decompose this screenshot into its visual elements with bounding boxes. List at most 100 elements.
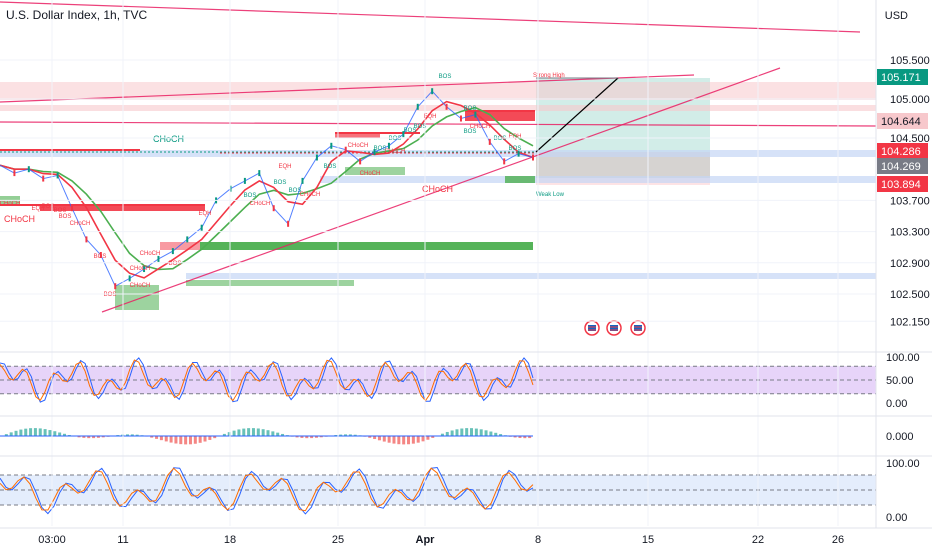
oscillator-k-line [0, 357, 534, 403]
structure-label: CHoCH [470, 124, 491, 130]
time-tick-label: Apr [416, 534, 436, 546]
price-tick-label: 102.150 [890, 316, 930, 328]
histogram-bar [348, 434, 352, 437]
histogram-bar [387, 436, 391, 443]
histogram-bar [310, 436, 314, 439]
histogram-bar [276, 432, 280, 437]
price-tick-label: 102.900 [890, 258, 930, 270]
oscillator-layer [0, 357, 876, 515]
histogram-bar [445, 431, 449, 437]
structure-label: BOS [42, 204, 55, 210]
histogram-bar [295, 436, 299, 438]
histogram-bar [455, 429, 459, 437]
structure-label: BOS [439, 74, 452, 80]
histogram-bar [14, 430, 18, 437]
moving-average-fast [0, 100, 534, 279]
histogram-bar [193, 436, 197, 444]
us-flag-icon [610, 325, 618, 331]
trendline [0, 74, 695, 103]
histogram-bar [9, 432, 13, 437]
supply-zone [160, 242, 200, 250]
structure-label: BOS [169, 261, 182, 267]
projection-line [535, 77, 619, 153]
histogram-bar [518, 436, 522, 438]
histogram-bar [377, 436, 381, 441]
oscillator-k-line [0, 466, 534, 515]
histogram-bar [465, 428, 469, 437]
time-tick-label: 11 [117, 534, 128, 546]
structure-label: CHoCH [300, 192, 321, 198]
structure-label: BOS [54, 208, 67, 214]
histogram-bar [164, 436, 168, 442]
currency-label[interactable]: USD [884, 10, 908, 22]
price-tick-label: 102.500 [890, 289, 930, 301]
oscillator-tick-label: 0.00 [886, 512, 907, 524]
zone-layer [0, 78, 876, 310]
trendline [0, 1, 861, 33]
time-tick-label: 18 [224, 534, 236, 546]
histogram-bar [38, 428, 42, 437]
histogram-bar [222, 433, 226, 437]
histogram-bar [53, 431, 57, 437]
structure-label: BOS [414, 124, 427, 130]
histogram-bar [208, 436, 212, 440]
histogram-bar [242, 428, 246, 437]
structure-label: BOS [404, 128, 417, 134]
histogram-bar [24, 428, 28, 437]
structure-label: BOS [324, 164, 337, 170]
structure-label: CHoCH [385, 149, 406, 155]
histogram-bar [159, 436, 163, 441]
histogram-bar [392, 436, 396, 444]
histogram-bar [305, 436, 309, 439]
price-tick-label: 103.300 [890, 227, 930, 239]
histogram-bar [29, 428, 33, 437]
histogram-bar [82, 436, 86, 438]
structure-label: CHoCH [130, 283, 151, 289]
histogram-bar [169, 436, 173, 443]
demand-zone [345, 167, 405, 175]
histogram-bar [179, 436, 183, 445]
price-badge-label: 103.894 [881, 179, 921, 191]
histogram-bar [489, 431, 493, 437]
histogram-bar [58, 432, 62, 437]
histogram-bar [43, 429, 47, 437]
histogram-bar [460, 428, 464, 437]
time-tick-label: 26 [832, 534, 844, 546]
histogram-bar [237, 429, 241, 437]
histogram-bar [33, 428, 37, 437]
price-badge [877, 113, 928, 129]
structure-label: CHoCH [0, 201, 20, 207]
demand-zone [200, 242, 533, 250]
oscillator-tick-label: 0.000 [886, 431, 914, 443]
histogram-bar [4, 434, 8, 437]
structure-label: BOS [464, 129, 477, 135]
price-badge [877, 143, 928, 159]
histogram-bar [232, 430, 236, 437]
histogram-bar [523, 436, 527, 439]
histogram-bar [101, 436, 105, 438]
support-band [320, 176, 876, 183]
histogram-bar [19, 429, 23, 437]
structure-label: BOS [464, 106, 477, 112]
time-tick-label: 8 [535, 534, 541, 546]
price-badge-label: 105.171 [881, 72, 921, 84]
structure-label: BOS [494, 136, 507, 142]
histogram-bar [397, 436, 401, 445]
structure-label: EQH [198, 211, 211, 217]
trendline-layer [0, 1, 877, 313]
structure-label: EQH [423, 114, 436, 120]
histogram-bar [426, 436, 430, 440]
weak-low-label: Weak Low [536, 192, 565, 198]
histogram-bar [474, 428, 478, 437]
histogram-bar [499, 434, 503, 437]
structure-label: BOS [289, 188, 302, 194]
trendline [0, 121, 877, 127]
histogram-bar [62, 433, 66, 437]
histogram-bar [188, 436, 192, 445]
us-flag-icon [634, 325, 642, 331]
demand-zone [505, 176, 535, 183]
histogram-bar [150, 436, 154, 438]
structure-label: BOS [59, 214, 72, 220]
